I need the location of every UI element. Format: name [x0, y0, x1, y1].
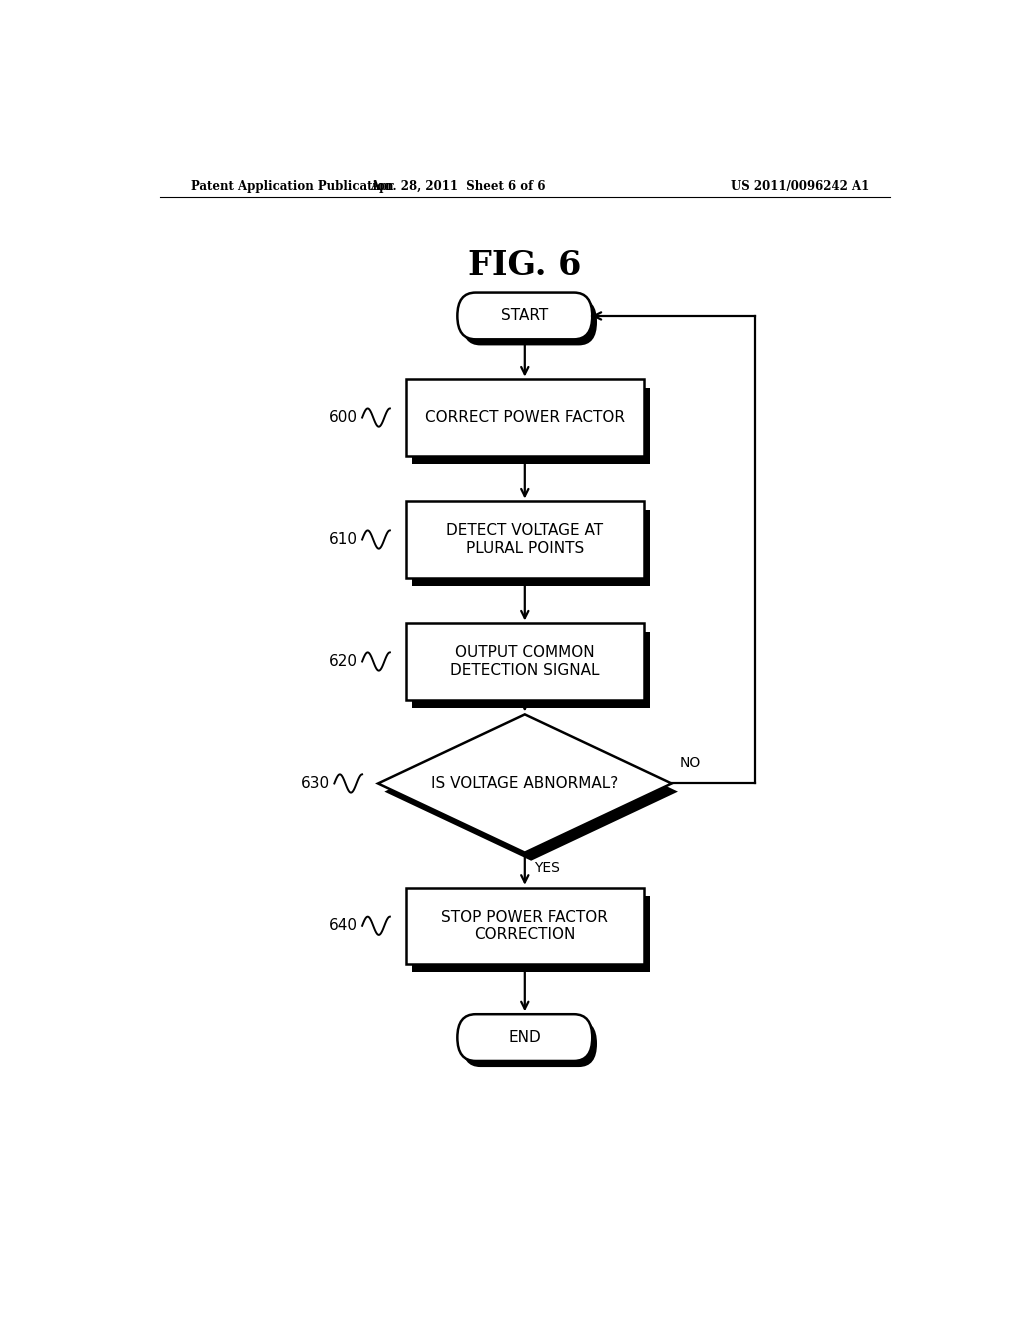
Text: IS VOLTAGE ABNORMAL?: IS VOLTAGE ABNORMAL?: [431, 776, 618, 791]
Text: CORRECT POWER FACTOR: CORRECT POWER FACTOR: [425, 411, 625, 425]
Polygon shape: [406, 887, 644, 964]
Text: 620: 620: [329, 653, 358, 669]
Text: DETECT VOLTAGE AT
PLURAL POINTS: DETECT VOLTAGE AT PLURAL POINTS: [446, 523, 603, 556]
Text: 640: 640: [329, 919, 358, 933]
Text: YES: YES: [535, 861, 560, 875]
FancyBboxPatch shape: [458, 1014, 592, 1061]
Text: STOP POWER FACTOR
CORRECTION: STOP POWER FACTOR CORRECTION: [441, 909, 608, 942]
Polygon shape: [412, 388, 650, 463]
Text: START: START: [501, 309, 549, 323]
Polygon shape: [412, 510, 650, 586]
Polygon shape: [406, 623, 644, 700]
Polygon shape: [412, 631, 650, 708]
Polygon shape: [412, 896, 650, 972]
Polygon shape: [384, 722, 678, 861]
FancyBboxPatch shape: [458, 293, 592, 339]
Text: END: END: [509, 1030, 541, 1045]
Text: NO: NO: [680, 756, 700, 771]
Text: 600: 600: [329, 411, 358, 425]
Text: US 2011/0096242 A1: US 2011/0096242 A1: [731, 181, 869, 193]
FancyBboxPatch shape: [462, 298, 597, 346]
Text: FIG. 6: FIG. 6: [468, 248, 582, 281]
FancyBboxPatch shape: [462, 1020, 597, 1067]
Polygon shape: [406, 502, 644, 578]
Text: OUTPUT COMMON
DETECTION SIGNAL: OUTPUT COMMON DETECTION SIGNAL: [451, 645, 599, 677]
Text: Patent Application Publication: Patent Application Publication: [191, 181, 394, 193]
Polygon shape: [406, 379, 644, 455]
Text: Apr. 28, 2011  Sheet 6 of 6: Apr. 28, 2011 Sheet 6 of 6: [370, 181, 545, 193]
Polygon shape: [378, 714, 672, 853]
Text: 610: 610: [329, 532, 358, 546]
Text: 630: 630: [301, 776, 331, 791]
